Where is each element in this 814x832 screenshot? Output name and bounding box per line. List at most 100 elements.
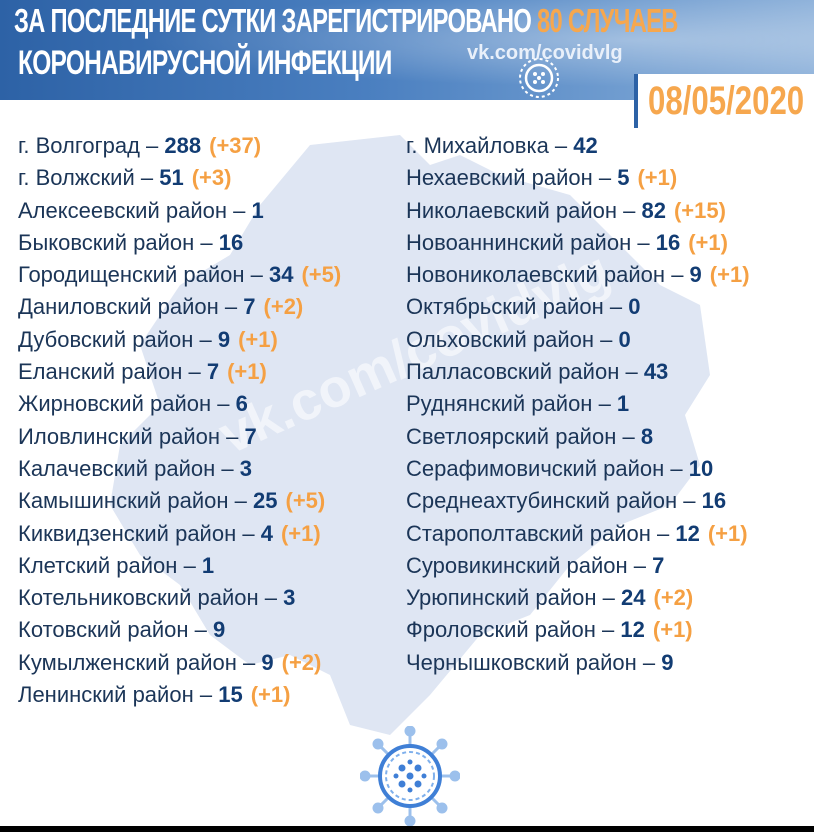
dash-separator: – — [627, 552, 653, 578]
district-row: Ленинский район – 15 (+1) — [18, 679, 341, 711]
case-count: 1 — [616, 391, 630, 417]
district-row: Новоаннинский район – 16 (+1) — [406, 227, 750, 259]
dash-separator: – — [596, 585, 622, 611]
dash-separator: – — [617, 197, 642, 223]
district-name: Калачевский район — [18, 455, 216, 481]
case-count: 7 — [243, 294, 256, 320]
case-count: 15 — [218, 682, 243, 708]
district-name: Жирновский район — [18, 391, 212, 417]
district-name: Клетский район — [18, 552, 178, 578]
case-count: 6 — [235, 391, 248, 417]
dash-separator: – — [236, 520, 261, 546]
district-name: Даниловский район — [18, 294, 219, 320]
case-count: 1 — [201, 552, 215, 578]
district-name: Ленинский район — [18, 682, 194, 708]
district-name: Киквидзенский район — [18, 520, 237, 546]
district-name: Серафимовичский район — [406, 455, 665, 481]
dash-separator: – — [188, 617, 214, 643]
district-name: Чернышковский район — [406, 649, 637, 675]
dash-separator: – — [215, 455, 240, 481]
dash-separator: – — [592, 165, 618, 191]
case-count: 43 — [643, 359, 669, 385]
case-count: 7 — [206, 359, 220, 385]
case-count: 7 — [244, 423, 257, 449]
district-row: г. Михайловка – 42 — [406, 130, 750, 162]
case-count: 3 — [283, 585, 296, 611]
case-count: 12 — [620, 617, 645, 643]
headline-line-2: КОРОНАВИРУСНОЙ ИНФЕКЦИИ — [18, 44, 392, 82]
case-count: 288 — [164, 133, 202, 158]
district-row: Кумылженский район – 9 (+2) — [18, 647, 341, 679]
daily-increase: (+1) — [707, 520, 748, 546]
dash-separator: – — [244, 262, 269, 288]
district-name: Палласовский район — [406, 359, 620, 385]
dash-separator: – — [193, 326, 218, 352]
daily-increase: (+1) — [637, 165, 678, 191]
district-row: Котовский район – 9 — [18, 614, 341, 646]
dash-separator: – — [616, 423, 641, 449]
daily-increase: (+5) — [285, 488, 326, 514]
district-name: Николаевский район — [406, 197, 618, 223]
district-name: Светлоярский район — [406, 423, 617, 449]
district-row: Среднеахтубинский район – 16 — [406, 485, 750, 517]
dash-separator: – — [594, 326, 619, 352]
daily-increase: (+1) — [238, 326, 278, 352]
district-name: Руднянский район — [406, 391, 593, 417]
daily-increase: (+37) — [209, 133, 262, 158]
district-row: Урюпинский район – 24 (+2) — [406, 582, 750, 614]
district-name: Котовский район — [18, 617, 189, 643]
daily-increase: (+1) — [652, 617, 693, 643]
coronavirus-icon — [360, 726, 460, 826]
left-column-list: г. Волгоград – 288 (+37) г. Волжский – 51 (… — [18, 130, 341, 711]
district-row: Палласовский район – 43 — [406, 356, 750, 388]
district-row: Дубовский район – 9 (+1) — [18, 324, 341, 356]
dash-separator: – — [218, 294, 244, 320]
daily-increase: (+2) — [281, 649, 322, 675]
case-count: 51 — [159, 165, 184, 191]
district-name: Быковский район — [18, 229, 195, 255]
case-count: 5 — [617, 165, 630, 191]
district-row: Городищенский район – 34 (+5) — [18, 259, 341, 291]
dash-separator: – — [636, 649, 662, 675]
dash-separator: – — [182, 359, 207, 385]
district-name: Октябрьский район — [406, 294, 604, 320]
daily-increase: (+1) — [688, 229, 728, 255]
bottom-border — [0, 826, 814, 832]
district-row: Жирновский район – 6 — [18, 388, 341, 420]
dash-separator: – — [177, 552, 202, 578]
daily-increase: (+1) — [280, 520, 321, 546]
district-name: г. Михайловка — [406, 133, 549, 158]
case-count: 25 — [253, 488, 278, 514]
district-name: Иловлинский район — [18, 423, 221, 449]
district-name: Старополтавский район — [406, 520, 651, 546]
district-name: Суровикинский район — [406, 552, 628, 578]
dash-separator: – — [236, 649, 262, 675]
headline-part-1: ЗА ПОСЛЕДНИЕ СУТКИ — [14, 2, 282, 39]
daily-increase: (+2) — [653, 585, 694, 611]
district-row: Руднянский район – 1 — [406, 388, 750, 420]
site-link[interactable]: vk.com/covidvlg — [467, 42, 623, 64]
case-count: 0 — [628, 294, 641, 320]
district-row: г. Волжский – 51 (+3) — [18, 162, 341, 194]
district-row: Николаевский район – 82 (+15) — [406, 195, 750, 227]
right-column-list: г. Михайловка – 42 Нехаевский район – 5 (+… — [406, 130, 750, 679]
dash-separator: – — [139, 133, 165, 158]
dash-separator: – — [619, 359, 644, 385]
district-name: Алексеевский район — [18, 197, 227, 223]
case-count: 16 — [701, 488, 727, 514]
date-box: 08/05/2020 — [634, 74, 814, 128]
district-row: Октябрьский район – 0 — [406, 291, 750, 323]
header-banner: ЗА ПОСЛЕДНИЕ СУТКИ ЗАРЕГИСТРИРОВАНО 80 С… — [0, 0, 814, 100]
dash-separator: – — [220, 423, 245, 449]
district-row: Еланский район – 7 (+1) — [18, 356, 341, 388]
district-row: Даниловский район – 7 (+2) — [18, 291, 341, 323]
dash-separator: – — [677, 488, 702, 514]
daily-increase: (+3) — [191, 165, 232, 191]
region-map-silhouette — [110, 135, 710, 735]
dash-separator: – — [631, 229, 656, 255]
dash-separator: – — [595, 617, 621, 643]
district-row: Фроловский район – 12 (+1) — [406, 614, 750, 646]
case-count: 24 — [621, 585, 646, 611]
case-count: 16 — [655, 229, 681, 255]
case-count: 8 — [640, 423, 654, 449]
